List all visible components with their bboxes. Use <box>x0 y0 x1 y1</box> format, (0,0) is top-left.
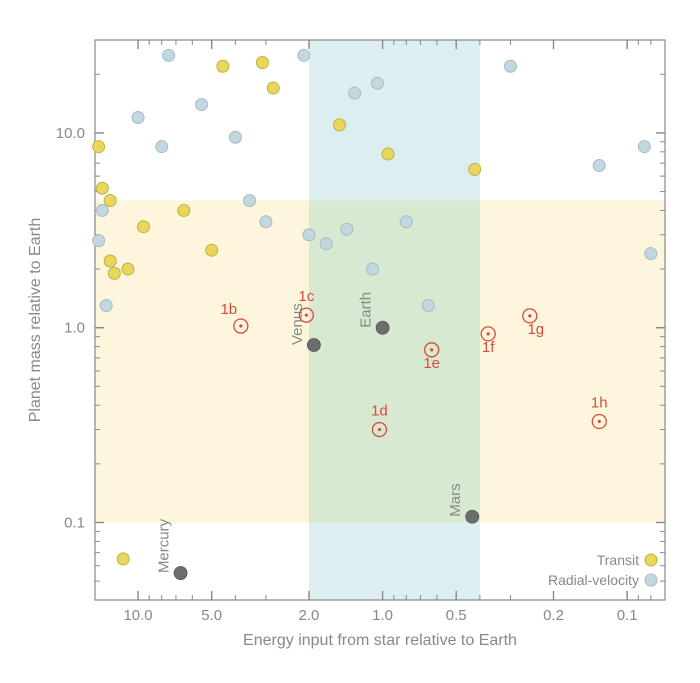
trappist-label: 1c <box>298 288 314 305</box>
transit-point <box>206 244 218 256</box>
solar-label: Earth <box>358 292 375 328</box>
chart-svg: 10.0 5.0 2.0 1.0 0.5 0.2 0.1 0.1 1.0 10.0 Energy i… <box>0 0 700 683</box>
x-tick-label: 2.0 <box>299 607 320 624</box>
radial-velocity-point <box>163 49 175 61</box>
trappist-label: 1f <box>482 339 495 356</box>
trappist-dot <box>378 428 381 431</box>
radial-velocity-point <box>303 229 315 241</box>
x-tick-label: 0.1 <box>617 607 638 624</box>
radial-velocity-point <box>229 131 241 143</box>
trappist-dot <box>305 314 308 317</box>
trappist-label: 1d <box>371 403 388 420</box>
trappist-label: 1b <box>220 301 237 318</box>
solar-label: Mars <box>447 483 464 516</box>
trappist-dot <box>487 332 490 335</box>
radial-velocity-point <box>132 112 144 124</box>
trappist-label: 1e <box>423 355 440 372</box>
y-axis-label: Planet mass relative to Earth <box>27 218 44 423</box>
x-tick-label: 0.5 <box>446 607 467 624</box>
legend-label: Transit <box>597 552 639 568</box>
radial-velocity-point <box>366 263 378 275</box>
transit-point <box>96 182 108 194</box>
radial-velocity-point <box>96 204 108 216</box>
transit-point <box>104 255 116 267</box>
radial-velocity-point <box>320 238 332 250</box>
x-axis-label: Energy input from star relative to Earth <box>243 632 517 649</box>
transit-point <box>256 56 268 68</box>
radial-velocity-point <box>298 49 310 61</box>
radial-velocity-point <box>100 300 112 312</box>
y-tick-label: 1.0 <box>64 320 85 337</box>
radial-velocity-point <box>156 141 168 153</box>
x-tick-label: 0.2 <box>543 607 564 624</box>
overlap-band <box>309 200 480 522</box>
solar-point <box>174 567 187 580</box>
trappist-dot <box>239 324 242 327</box>
radial-velocity-point <box>341 223 353 235</box>
trappist-dot <box>598 420 601 423</box>
exoplanet-mass-energy-chart: 10.0 5.0 2.0 1.0 0.5 0.2 0.1 0.1 1.0 10.0 Energy i… <box>0 0 700 683</box>
y-tick-label: 0.1 <box>64 514 85 531</box>
transit-point <box>122 263 134 275</box>
legend-marker <box>645 574 657 586</box>
transit-point <box>108 267 120 279</box>
trappist-dot <box>528 314 531 317</box>
radial-velocity-point <box>349 87 361 99</box>
radial-velocity-point <box>593 160 605 172</box>
transit-point <box>382 148 394 160</box>
radial-velocity-point <box>504 60 516 72</box>
radial-velocity-point <box>638 141 650 153</box>
transit-point <box>469 163 481 175</box>
transit-point <box>104 194 116 206</box>
transit-point <box>217 60 229 72</box>
solar-point <box>466 510 479 523</box>
trappist-label: 1g <box>527 321 544 338</box>
trappist-label: 1h <box>591 394 608 411</box>
radial-velocity-point <box>244 194 256 206</box>
legend: Transit Radial-velocity <box>548 552 657 588</box>
transit-point <box>93 141 105 153</box>
transit-point <box>178 204 190 216</box>
radial-velocity-point <box>400 216 412 228</box>
radial-velocity-point <box>422 300 434 312</box>
transit-point <box>267 82 279 94</box>
trappist-dot <box>430 348 433 351</box>
x-tick-label: 1.0 <box>372 607 393 624</box>
solar-point <box>307 339 320 352</box>
transit-point <box>117 553 129 565</box>
radial-velocity-point <box>645 248 657 260</box>
transit-point <box>138 221 150 233</box>
legend-label: Radial-velocity <box>548 572 639 588</box>
solar-point <box>376 321 389 334</box>
radial-velocity-point <box>371 77 383 89</box>
x-tick-label: 10.0 <box>123 607 152 624</box>
radial-velocity-point <box>260 216 272 228</box>
radial-velocity-point <box>196 98 208 110</box>
transit-point <box>334 119 346 131</box>
radial-velocity-point <box>93 235 105 247</box>
solar-label: Mercury <box>156 518 173 573</box>
legend-marker <box>645 554 657 566</box>
x-tick-label: 5.0 <box>201 607 222 624</box>
y-tick-label: 10.0 <box>56 125 85 142</box>
